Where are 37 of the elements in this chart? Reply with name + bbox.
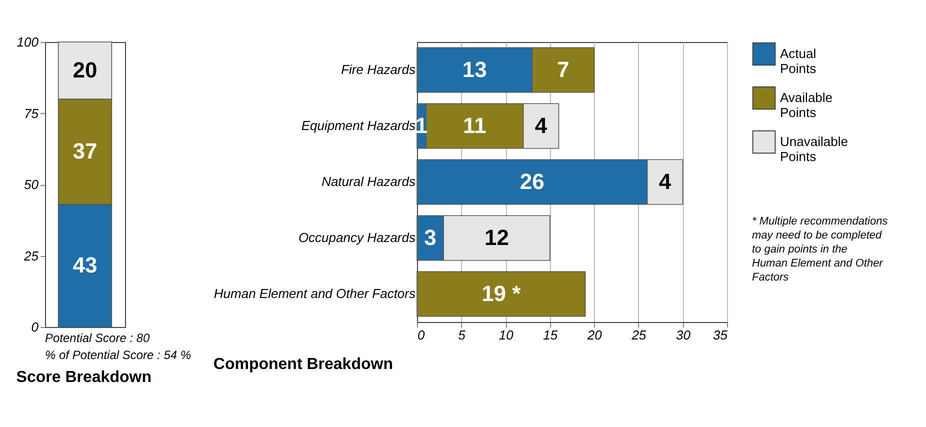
- x-tick-label: 25: [630, 328, 647, 342]
- y-tick-label: 75: [24, 106, 40, 121]
- legend-label: Unavailable Points: [780, 134, 848, 164]
- data-label: 4: [658, 169, 672, 194]
- x-tick-label: 10: [498, 328, 514, 342]
- text: Score Breakdown: [16, 369, 152, 386]
- data-label: 3: [424, 225, 436, 250]
- text: Potential Score : 80: [45, 331, 150, 345]
- x-tick-label: 5: [458, 328, 466, 342]
- text: * Multiple recommendations may need to be completed to gain points in the Human Element and Other Factors: [752, 216, 888, 284]
- text: Component Breakdown: [213, 356, 393, 373]
- legend-label: Actual Points: [780, 46, 817, 76]
- data-label: 11: [462, 113, 486, 138]
- data-label: 20: [72, 58, 98, 82]
- legend-label: Available Points: [780, 90, 833, 120]
- x-tick-label: 0: [418, 328, 426, 342]
- y-tick-label: 25: [23, 248, 40, 264]
- y-tick-label: Equipment Hazards: [301, 118, 416, 133]
- x-tick-label: 35: [713, 328, 728, 342]
- x-tick-label: 30: [676, 328, 692, 342]
- text: % of Potential Score : 54 %: [45, 348, 192, 362]
- y-tick-label: 50: [24, 177, 40, 192]
- data-label: 19 *: [482, 281, 522, 306]
- y-tick-label: Fire Hazards: [341, 62, 416, 77]
- data-label: 12: [484, 225, 509, 250]
- y-tick-label: Human Element and Other Factors: [214, 286, 416, 301]
- y-tick-label: Natural Hazards: [322, 174, 416, 189]
- y-tick-label: 100: [16, 34, 40, 50]
- x-tick-label: 20: [586, 328, 603, 342]
- y-tick-label: Occupancy Hazards: [298, 230, 416, 245]
- data-label: 13: [462, 57, 487, 82]
- data-label: 37: [72, 138, 98, 164]
- x-tick-label: 15: [543, 328, 558, 342]
- data-label: 43: [72, 252, 98, 278]
- data-label: 7: [557, 57, 570, 82]
- data-label: 26: [520, 169, 544, 194]
- data-label: 4: [534, 113, 548, 138]
